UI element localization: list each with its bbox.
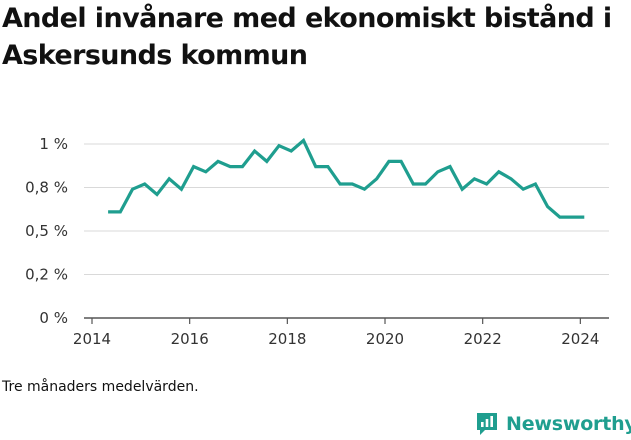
footnote: Tre månaders medelvärden. [2,379,199,395]
brand-name: Newsworthy [506,413,631,435]
y-tick-label: 0,2 % [25,266,68,284]
x-tick-label: 2018 [268,330,306,348]
x-tick-label: 2024 [561,330,599,348]
y-tick-label: 1 % [39,135,68,153]
series-line-0 [108,137,585,219]
x-tick-label: 2022 [464,330,502,348]
y-axis-ticks: 0 % 0,2 % 0,5 % 0,8 % 1 % [25,135,68,327]
brand-logo: Newsworthy [475,408,631,440]
gridlines [84,143,609,319]
series-group [108,137,585,219]
x-axis-ticks: 2014 2016 2018 2020 2022 2024 [73,318,599,348]
y-tick-label: 0 % [39,309,68,327]
x-tick-label: 2016 [171,330,209,348]
chart-title: Andel invånare med ekonomiskt bistånd i … [2,3,612,71]
newsworthy-logo-icon [477,413,497,435]
x-tick-label: 2014 [73,330,111,348]
y-tick-label: 0,8 % [25,179,68,197]
x-tick-label: 2020 [366,330,404,348]
y-tick-label: 0,5 % [25,222,68,240]
